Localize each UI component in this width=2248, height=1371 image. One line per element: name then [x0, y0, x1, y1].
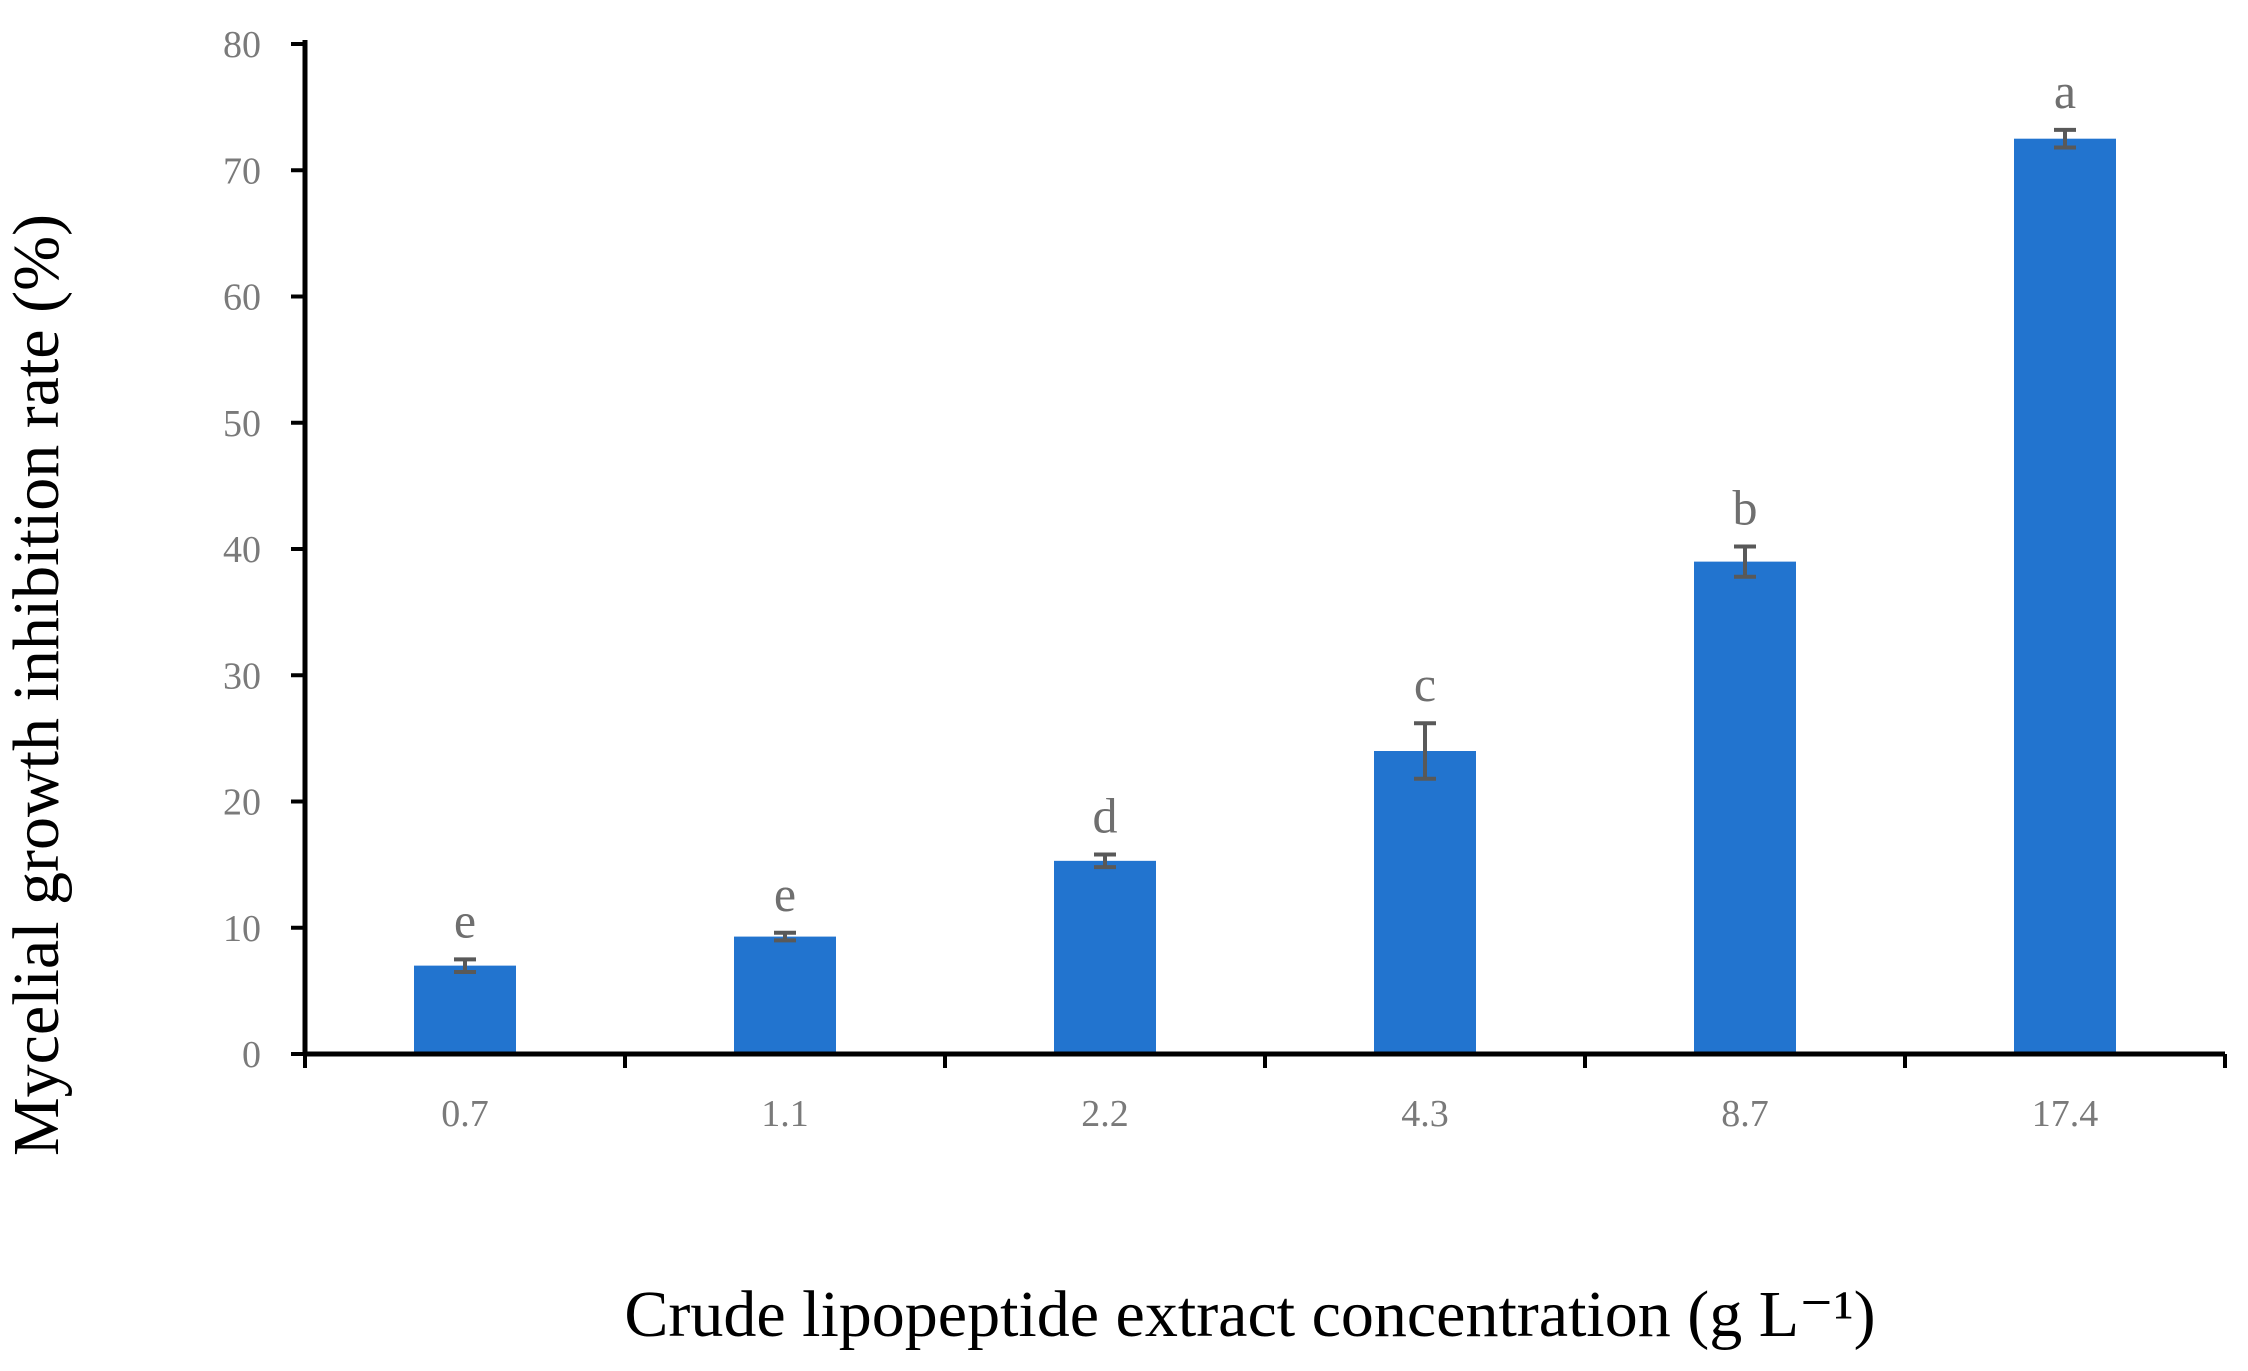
y-axis-title: Mycelial growth inhibition rate (%)	[0, 214, 73, 1156]
bar-8.7	[1694, 561, 1796, 1054]
significance-letter: b	[1733, 479, 1758, 535]
ticks-group: 0 10 20 30 40 50 60 70 80 0.7 1.1 2.2 4.3 8.7 17.4	[223, 24, 2227, 1135]
bar-17.4	[2014, 138, 2116, 1054]
x-tick-label: 8.7	[1721, 1093, 1769, 1135]
significance-letter: a	[2054, 63, 2076, 119]
x-tick-label: 2.2	[1081, 1093, 1129, 1135]
y-tick-label: 30	[223, 655, 261, 697]
significance-letters-group: e e d c b a	[454, 63, 2076, 948]
y-tick-label: 20	[223, 782, 261, 824]
x-axis-title: Crude lipopeptide extract concentration …	[624, 1278, 1875, 1351]
significance-letter: e	[774, 866, 796, 922]
bar-2.2	[1054, 860, 1156, 1054]
bar-0.7	[414, 965, 516, 1054]
axes-group	[302, 40, 2225, 1057]
significance-letter: e	[454, 892, 476, 948]
y-tick-label: 70	[223, 150, 261, 192]
significance-letter: c	[1414, 656, 1436, 712]
bar-4.3	[1374, 751, 1476, 1054]
x-tick-label: 17.4	[2032, 1093, 2099, 1135]
error-bars-group	[454, 127, 2076, 974]
y-tick-label: 0	[242, 1034, 261, 1076]
x-tick-label: 0.7	[441, 1093, 489, 1135]
y-tick-label: 80	[223, 24, 261, 66]
x-tick-label: 4.3	[1401, 1093, 1449, 1135]
y-tick-label: 60	[223, 277, 261, 319]
bar-1.1	[734, 936, 836, 1054]
bars-group	[414, 138, 2116, 1054]
y-tick-label: 40	[223, 529, 261, 571]
y-tick-label: 50	[223, 403, 261, 445]
y-tick-label: 10	[223, 908, 261, 950]
x-tick-label: 1.1	[761, 1093, 809, 1135]
significance-letter: d	[1093, 788, 1118, 844]
